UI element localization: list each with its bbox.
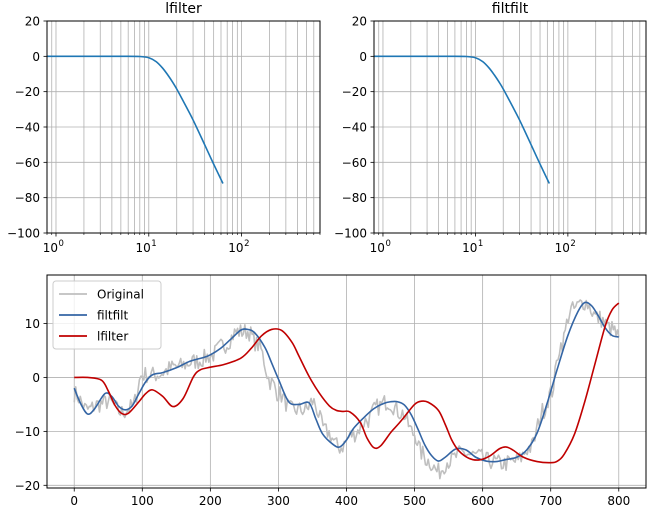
- legend-label-lfilter: lfilter: [97, 330, 128, 344]
- x-tick-label: 500: [403, 494, 426, 508]
- y-tick-label: −20: [15, 479, 40, 493]
- filtfilt-chart-title: filtfilt: [492, 1, 529, 17]
- y-tick-label: −20: [15, 85, 40, 99]
- signals-lines: [73, 299, 620, 480]
- lfilter-series-line: [74, 302, 620, 464]
- y-tick-label: −10: [15, 425, 40, 439]
- x-tick-label-exponent: 1: [478, 239, 483, 249]
- x-tick-label-base: 10: [43, 241, 58, 255]
- x-tick-label-base: 10: [228, 241, 243, 255]
- x-tick-label-base: 10: [136, 241, 151, 255]
- filtfilt-lines: [374, 55, 551, 184]
- filtfilt-series-line: [73, 301, 619, 463]
- y-tick-label: −80: [342, 191, 367, 205]
- legend-box: [52, 280, 162, 350]
- x-tick-label: 800: [607, 494, 630, 508]
- x-tick-label: 700: [539, 494, 562, 508]
- y-tick-label: −40: [342, 121, 367, 135]
- x-tick-label-exponent: 2: [244, 239, 249, 249]
- signals-ticks: 100−10−200 100 200 300 400 500 600 700 800: [15, 317, 631, 508]
- response-line: [374, 55, 551, 184]
- y-tick-label: 20: [25, 15, 40, 29]
- x-tick-label: 400: [335, 494, 358, 508]
- y-tick-label: −20: [342, 85, 367, 99]
- x-tick-label-exponent: 0: [385, 239, 390, 249]
- y-tick-label: −100: [334, 227, 367, 241]
- y-tick-label: 10: [25, 317, 40, 331]
- x-tick-label: 0: [70, 494, 78, 508]
- y-tick-label: −60: [15, 156, 40, 170]
- y-tick-label: −60: [342, 156, 367, 170]
- y-tick-label: 0: [32, 371, 40, 385]
- legend-label-original: Original: [97, 288, 144, 302]
- y-tick-label: 0: [359, 50, 367, 64]
- x-tick-label-exponent: 1: [151, 239, 156, 249]
- x-tick-label: 10 1: [462, 239, 483, 255]
- legend-label-filtfilt: filtfilt: [97, 309, 128, 323]
- x-tick-label: 10 2: [555, 239, 576, 255]
- x-tick-label-exponent: 0: [58, 239, 63, 249]
- x-tick-label: 10 1: [136, 239, 157, 255]
- x-tick-label: 200: [199, 494, 222, 508]
- x-tick-label: 300: [267, 494, 290, 508]
- panel-signals: 100−10−200 100 200 300 400 500 600 700 800 Origi…: [15, 274, 647, 508]
- x-tick-label-base: 10: [370, 241, 385, 255]
- x-tick-label-base: 10: [555, 241, 570, 255]
- x-tick-label: 10 2: [228, 239, 249, 255]
- y-tick-label: −40: [15, 121, 40, 135]
- x-tick-label-exponent: 2: [570, 239, 575, 249]
- response-line: [47, 55, 224, 184]
- lfilter-lines: [47, 55, 224, 184]
- y-tick-label: 20: [352, 15, 367, 29]
- x-tick-label-base: 10: [462, 241, 477, 255]
- signals-legend: Original filtfilt lfilter: [52, 280, 162, 350]
- lfilter-chart-title: lfilter: [165, 1, 202, 17]
- x-tick-label: 100: [131, 494, 154, 508]
- x-tick-label: 600: [471, 494, 494, 508]
- y-tick-label: −80: [15, 191, 40, 205]
- y-tick-label: 0: [32, 50, 40, 64]
- y-tick-label: −100: [7, 227, 40, 241]
